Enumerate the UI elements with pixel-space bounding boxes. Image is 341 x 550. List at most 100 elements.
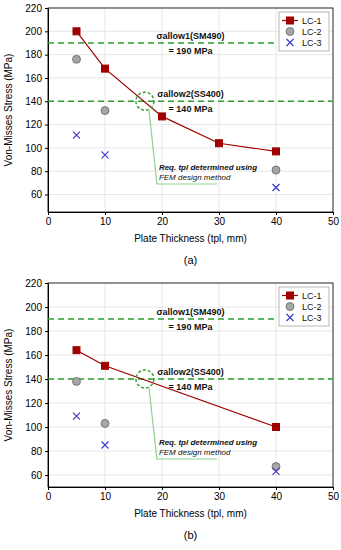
x-tick: 40 (271, 487, 283, 502)
panel-title: (b) (184, 529, 197, 541)
y-tick-mark (45, 31, 48, 32)
x-tick: 10 (100, 212, 112, 227)
x-axis: 01020304050 (46, 487, 340, 502)
x-tick-label: 10 (100, 216, 112, 227)
x-tick: 10 (100, 487, 112, 502)
y-tick: 180 (25, 326, 48, 337)
y-tick-label: 100 (25, 422, 42, 433)
legend-marker (287, 314, 294, 321)
x-tick: 50 (328, 212, 340, 227)
y-tick: 100 (25, 422, 48, 433)
y-tick-label: 220 (25, 278, 42, 289)
y-tick-mark (45, 451, 48, 452)
y-tick-label: 200 (25, 26, 42, 37)
y-tick-mark (45, 355, 48, 356)
legend-label: LC-1 (302, 291, 322, 301)
y-tick: 220 (25, 3, 48, 14)
y-tick: 200 (25, 302, 48, 313)
data-point (102, 65, 109, 72)
data-point (73, 28, 80, 35)
y-tick-label: 200 (25, 302, 42, 313)
y-tick: 60 (31, 470, 48, 481)
x-tick-label: 20 (157, 491, 169, 502)
reference-label: = 190 MPa (169, 322, 214, 332)
y-tick-mark (45, 195, 48, 196)
annotation-text: FEM design method (159, 448, 231, 457)
data-point (73, 347, 80, 354)
y-tick-mark (45, 101, 48, 102)
y-grid-line (48, 194, 333, 195)
x-tick: 30 (214, 487, 226, 502)
y-axis-line (48, 284, 49, 488)
legend-label: LC-3 (302, 38, 322, 48)
y-grid-line (48, 77, 333, 78)
x-tick-label: 30 (214, 491, 226, 502)
annotation-circle (136, 370, 154, 388)
data-point (101, 419, 109, 427)
legend-label: LC-3 (302, 313, 322, 323)
x-grid-line (276, 283, 277, 487)
x-tick-mark (276, 212, 277, 215)
panel-title: (a) (184, 254, 197, 266)
x-tick-mark (219, 212, 220, 215)
legend-marker (287, 39, 294, 46)
data-marks (73, 28, 281, 191)
y-tick: 160 (25, 350, 48, 361)
y-grid-line (48, 101, 333, 102)
x-tick-label: 10 (100, 491, 112, 502)
reference-lines: σallow1(SM490)= 190 MPaσallow2(SS400)= 1… (48, 31, 333, 114)
series-line (77, 31, 277, 151)
legend-marker (287, 292, 294, 299)
y-tick-mark (45, 379, 48, 380)
x-tick-mark (105, 487, 106, 490)
annotations: Req. tpl determined usingFEM design meth… (136, 92, 257, 184)
annotation-text: Req. tpl determined using (159, 438, 257, 447)
x-tick-mark (105, 212, 106, 215)
reference-line (48, 42, 276, 44)
y-grid-line (48, 403, 333, 404)
y-tick-label: 100 (25, 143, 42, 154)
y-tick: 140 (25, 96, 48, 107)
x-tick: 0 (46, 212, 52, 227)
y-grid-line (48, 427, 333, 428)
y-grid-line (48, 379, 333, 380)
y-tick-mark (45, 171, 48, 172)
data-point (102, 442, 109, 449)
y-tick: 100 (25, 143, 48, 154)
y-tick-mark (45, 8, 48, 9)
y-tick: 140 (25, 374, 48, 385)
legend-marker (286, 28, 294, 36)
y-axis-title: Von-Misses Stress (MPa) (3, 54, 14, 167)
y-tick-label: 220 (25, 3, 42, 14)
legend: LC-1LC-2LC-3 (279, 287, 329, 326)
grid (48, 283, 333, 487)
annotation-text: FEM design method (159, 173, 231, 182)
legend-label: LC-2 (302, 27, 322, 37)
data-point (73, 132, 80, 139)
y-tick-label: 120 (25, 119, 42, 130)
y-tick: 160 (25, 73, 48, 84)
y-tick: 220 (25, 278, 48, 289)
y-tick: 120 (25, 119, 48, 130)
data-marks (73, 347, 281, 475)
y-tick-mark (45, 78, 48, 79)
y-grid-line (48, 475, 333, 476)
x-tick-mark (333, 487, 334, 490)
reference-line (48, 378, 333, 380)
legend-label: LC-2 (302, 302, 322, 312)
y-axis-line (48, 9, 49, 213)
legend-box (279, 287, 329, 326)
x-tick-label: 30 (214, 216, 226, 227)
y-tick-mark (45, 125, 48, 126)
y-tick: 80 (31, 166, 48, 177)
reference-line (48, 318, 276, 320)
x-axis-line (49, 212, 334, 213)
x-axis-line (49, 487, 334, 488)
y-grid-line (48, 124, 333, 125)
x-tick-label: 20 (157, 216, 169, 227)
x-axis: 01020304050 (46, 212, 340, 227)
x-tick-mark (276, 487, 277, 490)
x-tick-label: 0 (46, 491, 52, 502)
data-point (273, 424, 280, 431)
y-tick-label: 140 (25, 96, 42, 107)
